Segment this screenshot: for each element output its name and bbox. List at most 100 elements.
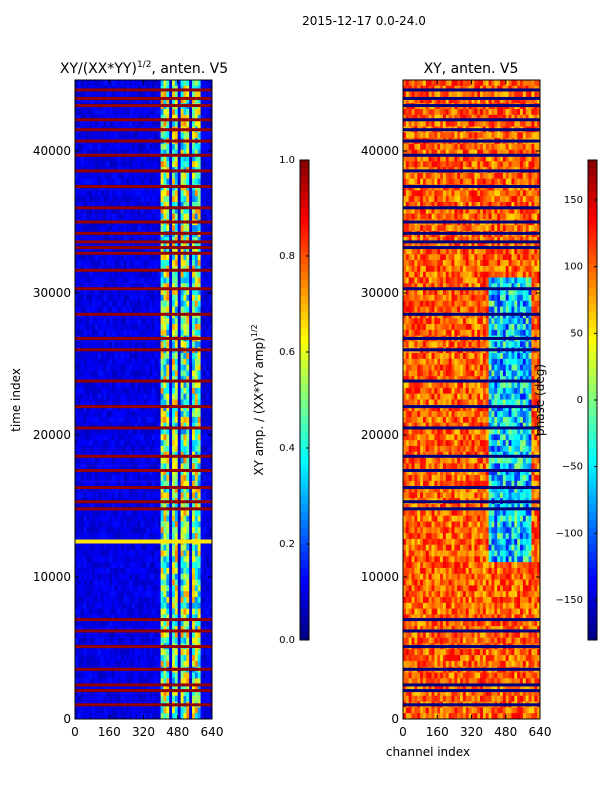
left-heatmap-cell [92, 457, 96, 464]
left-heatmap-cell [129, 248, 133, 255]
left-heatmap-cell [112, 225, 116, 232]
left-heatmap-cell [89, 475, 93, 482]
left-heatmap-cell [75, 329, 79, 337]
left-heatmap-cell [97, 602, 102, 610]
left-heatmap-cell [83, 445, 87, 453]
left-heatmap-cell [192, 300, 196, 308]
left-heatmap-cell [206, 608, 210, 615]
left-heatmap-cell [149, 318, 153, 325]
left-heatmap-cell [83, 637, 87, 644]
left-heatmap-cell [80, 161, 85, 168]
left-heatmap-cell [123, 475, 127, 482]
left-heatmap-cell [137, 196, 142, 203]
left-heatmap-cell [186, 364, 190, 371]
left-heatmap-cell [149, 329, 153, 337]
left-heatmap-cell [83, 655, 87, 662]
left-heatmap-cell [154, 422, 159, 430]
left-heatmap-cell [189, 579, 193, 586]
left-heatmap-cell [206, 556, 210, 563]
left-heatmap-cell [169, 109, 173, 116]
left-heatmap-cell [152, 323, 156, 331]
left-heatmap-cell [174, 562, 179, 569]
left-heatmap-cell [103, 387, 107, 395]
left-heatmap-cell [132, 190, 136, 197]
left-heatmap-cell [203, 172, 207, 180]
left-heatmap-cell [114, 550, 119, 557]
left-heatmap-cell [192, 440, 196, 447]
left-heatmap-cell [169, 626, 173, 633]
left-heatmap-cell [89, 492, 93, 499]
left-heatmap-cell [160, 602, 164, 610]
left-heatmap-cell [177, 475, 182, 482]
left-heatmap-cell [143, 236, 147, 244]
left-heatmap-cell [140, 475, 144, 482]
left-heatmap-cell [137, 405, 142, 412]
left-heatmap-cell [109, 509, 113, 517]
left-heatmap-cell [154, 213, 159, 220]
left-heatmap-cell [169, 445, 173, 453]
left-heatmap-cell [203, 109, 207, 116]
left-heatmap-cell [134, 637, 139, 644]
left-heatmap-cell [117, 271, 122, 279]
left-heatmap-cell [143, 114, 147, 122]
left-heatmap-cell [80, 591, 85, 598]
left-heatmap-cell [209, 614, 213, 621]
left-heatmap-cell [206, 631, 210, 639]
left-heatmap-cell [197, 329, 202, 337]
left-heatmap-cell [177, 678, 182, 685]
left-heatmap-cell [172, 660, 176, 668]
left-heatmap-cell [169, 504, 173, 511]
left-heatmap-cell [200, 492, 204, 499]
left-heatmap-cell [109, 550, 113, 557]
left-heatmap-cell [75, 120, 79, 127]
left-heatmap-cell [160, 289, 164, 296]
left-heatmap-cell [77, 411, 82, 418]
left-heatmap-cell [157, 492, 162, 499]
left-heatmap-cell [83, 248, 87, 255]
left-heatmap-cell [194, 271, 199, 279]
left-heatmap-cell [189, 597, 193, 604]
left-heatmap-cell [94, 480, 99, 488]
left-heatmap-cell [149, 80, 153, 87]
left-heatmap-cell [197, 591, 202, 598]
left-heatmap-cell [194, 492, 199, 499]
left-heatmap-cell [80, 469, 85, 476]
left-heatmap-cell [134, 469, 139, 476]
left-heatmap-cell [166, 579, 170, 586]
left-heatmap-cell [149, 109, 153, 116]
left-heatmap-cell [160, 318, 164, 325]
left-heatmap-cell [103, 591, 107, 598]
left-heatmap-cell [134, 521, 139, 528]
left-heatmap-cell [194, 91, 199, 98]
left-heatmap-cell [146, 445, 150, 453]
left-heatmap-cell [83, 475, 87, 482]
left-heatmap-cell [180, 143, 184, 151]
left-heatmap-cell [166, 358, 170, 366]
left-heatmap-cell [146, 213, 150, 220]
left-heatmap-cell [146, 155, 150, 162]
left-heatmap-cell [106, 440, 110, 447]
left-heatmap-cell [183, 248, 187, 255]
left-heatmap-cell [97, 445, 102, 453]
left-heatmap-cell [149, 353, 153, 360]
left-heatmap-cell [163, 579, 167, 586]
left-heatmap-cell [157, 236, 162, 244]
left-heatmap-cell [146, 143, 150, 151]
left-heatmap-cell [132, 672, 136, 679]
left-heatmap-cell [134, 172, 139, 180]
left-heatmap-cell [177, 341, 182, 348]
left-heatmap-cell [86, 161, 90, 168]
left-heatmap-cell [140, 637, 144, 644]
left-heatmap-cell [146, 533, 150, 540]
left-heatmap-cell [80, 585, 85, 592]
left-heatmap-cell [126, 91, 130, 98]
left-heatmap-cell [137, 556, 142, 563]
left-heatmap-cell [189, 236, 193, 244]
left-heatmap-cell [146, 608, 150, 615]
left-heatmap-cell [109, 469, 113, 476]
left-heatmap-cell [86, 143, 90, 151]
left-heatmap-cell [129, 678, 133, 685]
left-heatmap-cell [112, 602, 116, 610]
left-heatmap-cell [174, 486, 179, 493]
left-heatmap-cell [152, 260, 156, 267]
